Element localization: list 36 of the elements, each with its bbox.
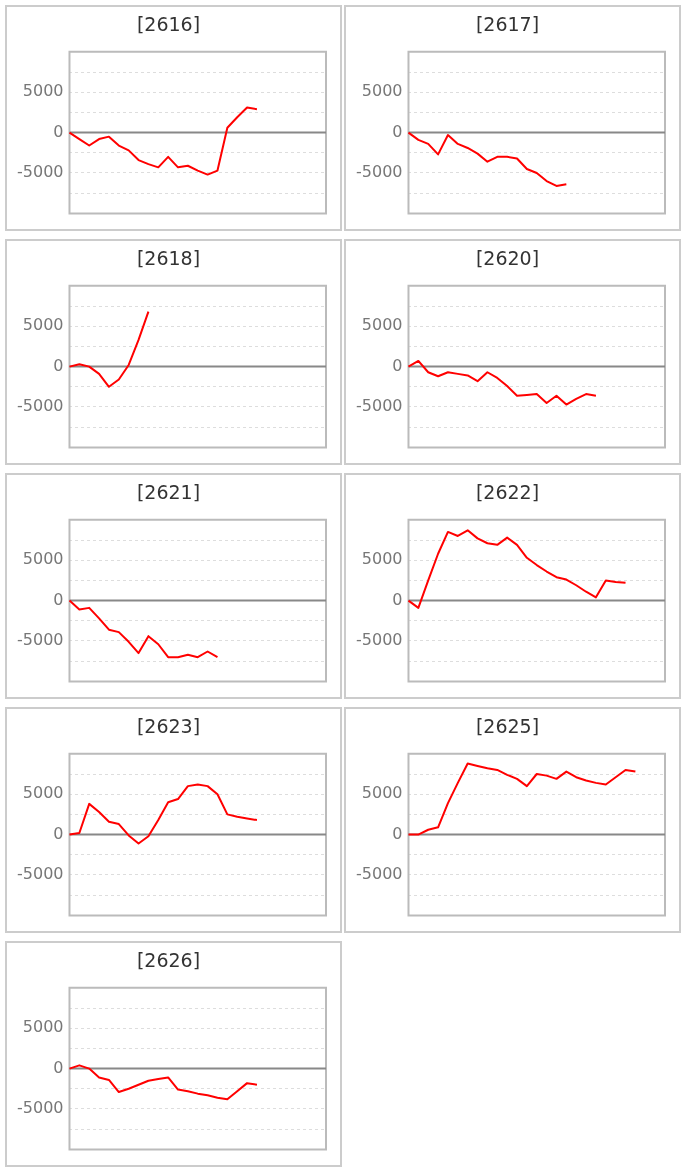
y-tick-label: 5000: [22, 1017, 64, 1037]
y-tick-label: -5000: [16, 396, 64, 416]
y-tick-label: 0: [53, 355, 64, 375]
y-tick-label: 0: [392, 121, 403, 141]
y-tick-label: -5000: [16, 630, 64, 650]
y-tick-label: 5000: [361, 81, 403, 101]
y-tick-label: 5000: [22, 549, 64, 569]
y-tick-label: -5000: [16, 162, 64, 182]
y-tick-label: 5000: [361, 549, 403, 569]
chart-title: [2626]: [136, 949, 201, 972]
y-tick-label: -5000: [355, 630, 403, 650]
y-tick-label: 0: [392, 823, 403, 843]
chart-title: [2623]: [136, 715, 201, 738]
y-tick-label: 0: [392, 589, 403, 609]
y-tick-label: 5000: [361, 315, 403, 335]
chart-title: [2620]: [475, 247, 540, 270]
y-tick-label: -5000: [355, 396, 403, 416]
y-tick-label: 0: [392, 355, 403, 375]
y-tick-label: 5000: [22, 81, 64, 101]
y-tick-label: 0: [53, 823, 64, 843]
chart-title: [2617]: [475, 13, 540, 36]
chart-title: [2625]: [475, 715, 540, 738]
chart-title: [2621]: [136, 481, 201, 504]
y-tick-label: 5000: [361, 783, 403, 803]
y-tick-label: 0: [53, 121, 64, 141]
y-tick-label: -5000: [355, 162, 403, 182]
y-tick-label: -5000: [16, 864, 64, 884]
y-tick-label: -5000: [355, 864, 403, 884]
y-tick-label: 0: [53, 589, 64, 609]
y-tick-label: 5000: [22, 315, 64, 335]
chart-title: [2616]: [136, 13, 201, 36]
chart-title: [2618]: [136, 247, 201, 270]
y-tick-label: 0: [53, 1057, 64, 1077]
y-tick-label: 5000: [22, 783, 64, 803]
chart-title: [2622]: [475, 481, 540, 504]
y-tick-label: -5000: [16, 1098, 64, 1118]
